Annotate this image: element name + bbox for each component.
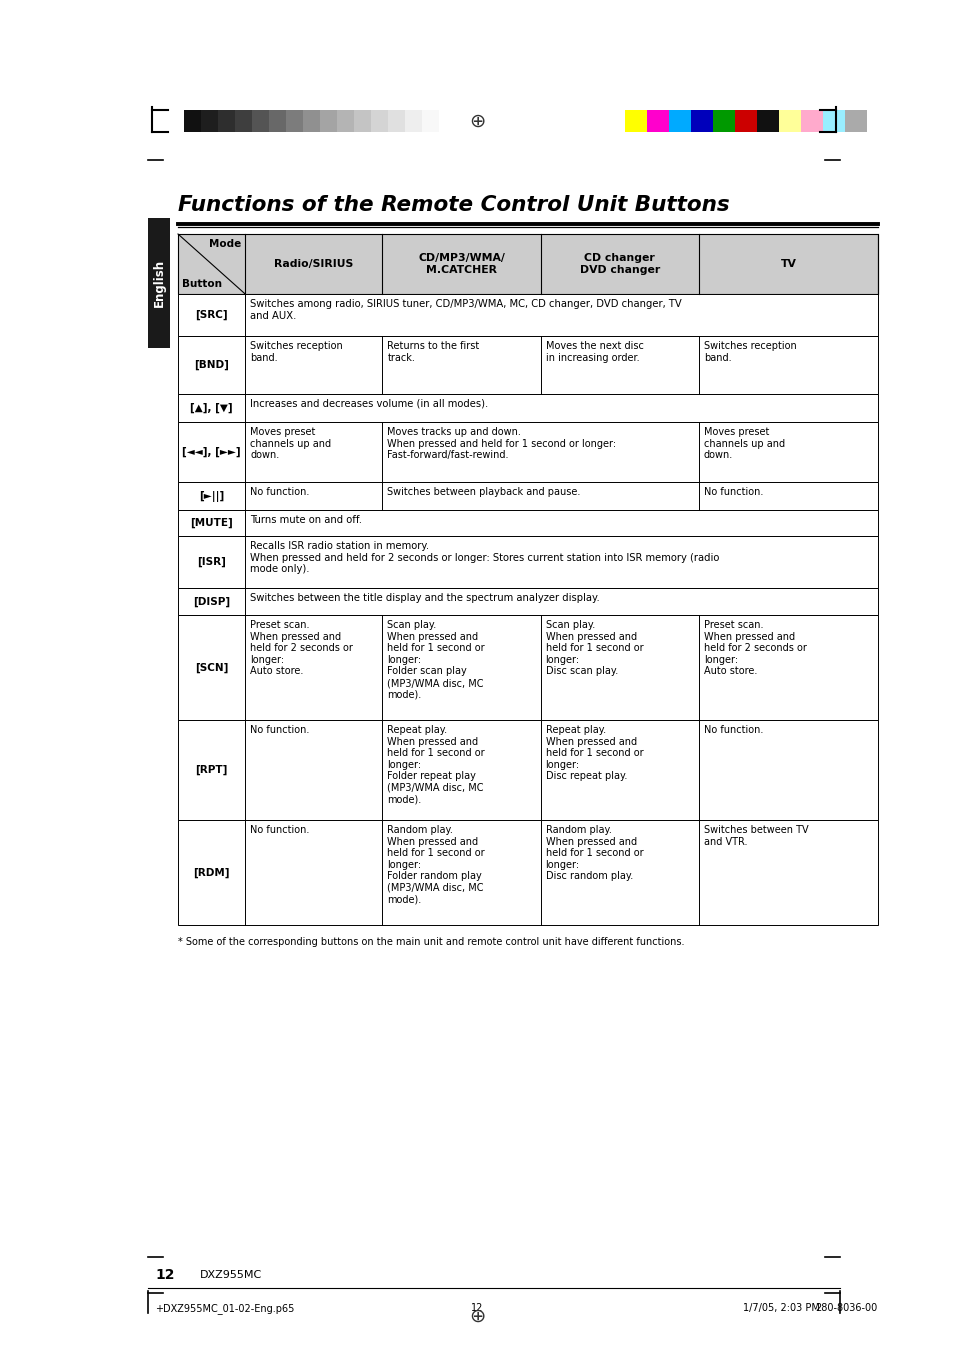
Text: Moves tracks up and down.
When pressed and held for 1 second or longer:
Fast-for: Moves tracks up and down. When pressed a… bbox=[387, 427, 616, 461]
Text: Moves preset
channels up and
down.: Moves preset channels up and down. bbox=[703, 427, 784, 461]
Bar bbox=[178, 720, 877, 820]
Text: [DISP]: [DISP] bbox=[193, 596, 230, 607]
Text: ⊕: ⊕ bbox=[468, 112, 485, 131]
Text: Random play.
When pressed and
held for 1 second or
longer:
Folder random play
(M: Random play. When pressed and held for 1… bbox=[387, 825, 484, 905]
Text: Switches reception
band.: Switches reception band. bbox=[250, 340, 342, 362]
Bar bbox=[779, 109, 801, 132]
Text: [RPT]: [RPT] bbox=[195, 765, 228, 775]
Bar bbox=[371, 109, 388, 132]
Text: No function.: No function. bbox=[250, 825, 310, 835]
Bar bbox=[178, 482, 877, 509]
Text: CD/MP3/WMA/
M.CATCHER: CD/MP3/WMA/ M.CATCHER bbox=[417, 253, 504, 274]
Text: DXZ955MC: DXZ955MC bbox=[200, 1270, 262, 1279]
Bar bbox=[303, 109, 319, 132]
Bar bbox=[178, 394, 877, 422]
Text: Switches between TV
and VTR.: Switches between TV and VTR. bbox=[703, 825, 807, 847]
Bar bbox=[286, 109, 303, 132]
Text: [MUTE]: [MUTE] bbox=[190, 517, 233, 528]
Text: * Some of the corresponding buttons on the main unit and remote control unit hav: * Some of the corresponding buttons on t… bbox=[178, 938, 684, 947]
Bar bbox=[178, 295, 877, 336]
Text: Scan play.
When pressed and
held for 1 second or
longer:
Folder scan play
(MP3/W: Scan play. When pressed and held for 1 s… bbox=[387, 620, 484, 700]
Text: No function.: No function. bbox=[250, 486, 310, 497]
Text: Mode: Mode bbox=[209, 239, 241, 249]
Bar bbox=[178, 336, 877, 394]
Text: Switches reception
band.: Switches reception band. bbox=[703, 340, 796, 362]
Bar bbox=[184, 109, 201, 132]
Bar bbox=[178, 234, 877, 295]
Text: +DXZ955MC_01-02-Eng.p65: +DXZ955MC_01-02-Eng.p65 bbox=[154, 1302, 294, 1315]
Text: No function.: No function. bbox=[703, 725, 762, 735]
Text: [SRC]: [SRC] bbox=[195, 309, 228, 320]
Bar bbox=[178, 509, 877, 536]
Text: Preset scan.
When pressed and
held for 2 seconds or
longer:
Auto store.: Preset scan. When pressed and held for 2… bbox=[250, 620, 353, 677]
Text: 280-8036-00: 280-8036-00 bbox=[815, 1302, 877, 1313]
Bar bbox=[178, 422, 877, 482]
Bar bbox=[624, 109, 646, 132]
Text: Repeat play.
When pressed and
held for 1 second or
longer:
Disc repeat play.: Repeat play. When pressed and held for 1… bbox=[545, 725, 642, 781]
Bar bbox=[801, 109, 822, 132]
Bar bbox=[319, 109, 336, 132]
Bar bbox=[822, 109, 844, 132]
Bar bbox=[148, 218, 170, 349]
Text: 12: 12 bbox=[154, 1269, 174, 1282]
Text: Switches between the title display and the spectrum analyzer display.: Switches between the title display and t… bbox=[250, 593, 599, 603]
Bar bbox=[646, 109, 668, 132]
Bar bbox=[668, 109, 690, 132]
Bar bbox=[757, 109, 779, 132]
Bar bbox=[178, 820, 877, 925]
Text: [BND]: [BND] bbox=[194, 359, 229, 370]
Bar bbox=[421, 109, 438, 132]
Text: [SCN]: [SCN] bbox=[194, 662, 228, 673]
Text: Radio/SIRIUS: Radio/SIRIUS bbox=[274, 259, 353, 269]
Bar bbox=[234, 109, 252, 132]
Bar bbox=[354, 109, 371, 132]
Text: [◄◄], [►►]: [◄◄], [►►] bbox=[182, 447, 241, 457]
Bar bbox=[201, 109, 218, 132]
Bar bbox=[734, 109, 757, 132]
Bar bbox=[405, 109, 421, 132]
Text: Scan play.
When pressed and
held for 1 second or
longer:
Disc scan play.: Scan play. When pressed and held for 1 s… bbox=[545, 620, 642, 677]
Text: CD changer
DVD changer: CD changer DVD changer bbox=[579, 253, 659, 274]
Text: Returns to the first
track.: Returns to the first track. bbox=[387, 340, 479, 362]
Bar bbox=[269, 109, 286, 132]
Text: Moves preset
channels up and
down.: Moves preset channels up and down. bbox=[250, 427, 331, 461]
Text: [RDM]: [RDM] bbox=[193, 867, 230, 878]
Text: Random play.
When pressed and
held for 1 second or
longer:
Disc random play.: Random play. When pressed and held for 1… bbox=[545, 825, 642, 881]
Bar bbox=[388, 109, 405, 132]
Text: Button: Button bbox=[182, 280, 222, 289]
Bar bbox=[178, 615, 877, 720]
Text: English: English bbox=[152, 259, 165, 307]
Text: Preset scan.
When pressed and
held for 2 seconds or
longer:
Auto store.: Preset scan. When pressed and held for 2… bbox=[703, 620, 806, 677]
Bar bbox=[336, 109, 354, 132]
Text: ⊕: ⊕ bbox=[468, 1306, 485, 1325]
Text: Recalls ISR radio station in memory.
When pressed and held for 2 seconds or long: Recalls ISR radio station in memory. Whe… bbox=[250, 540, 719, 574]
Text: Increases and decreases volume (in all modes).: Increases and decreases volume (in all m… bbox=[250, 399, 488, 409]
Bar bbox=[178, 536, 877, 588]
Text: No function.: No function. bbox=[703, 486, 762, 497]
Text: [►||]: [►||] bbox=[199, 490, 224, 501]
Text: 1/7/05, 2:03 PM: 1/7/05, 2:03 PM bbox=[742, 1302, 820, 1313]
Text: Switches between playback and pause.: Switches between playback and pause. bbox=[387, 486, 580, 497]
Text: [ISR]: [ISR] bbox=[197, 557, 226, 567]
Text: Repeat play.
When pressed and
held for 1 second or
longer:
Folder repeat play
(M: Repeat play. When pressed and held for 1… bbox=[387, 725, 484, 805]
Text: Turns mute on and off.: Turns mute on and off. bbox=[250, 515, 362, 526]
Text: Switches among radio, SIRIUS tuner, CD/MP3/WMA, MC, CD changer, DVD changer, TV
: Switches among radio, SIRIUS tuner, CD/M… bbox=[250, 299, 681, 320]
Bar bbox=[690, 109, 712, 132]
Bar bbox=[712, 109, 734, 132]
Bar bbox=[844, 109, 866, 132]
Text: [▲], [▼]: [▲], [▼] bbox=[190, 403, 233, 413]
Text: No function.: No function. bbox=[250, 725, 310, 735]
Text: TV: TV bbox=[780, 259, 796, 269]
Bar bbox=[178, 588, 877, 615]
Bar bbox=[252, 109, 269, 132]
Bar bbox=[218, 109, 234, 132]
Text: Moves the next disc
in increasing order.: Moves the next disc in increasing order. bbox=[545, 340, 643, 362]
Text: 12: 12 bbox=[471, 1302, 482, 1313]
Text: Functions of the Remote Control Unit Buttons: Functions of the Remote Control Unit But… bbox=[178, 195, 729, 215]
